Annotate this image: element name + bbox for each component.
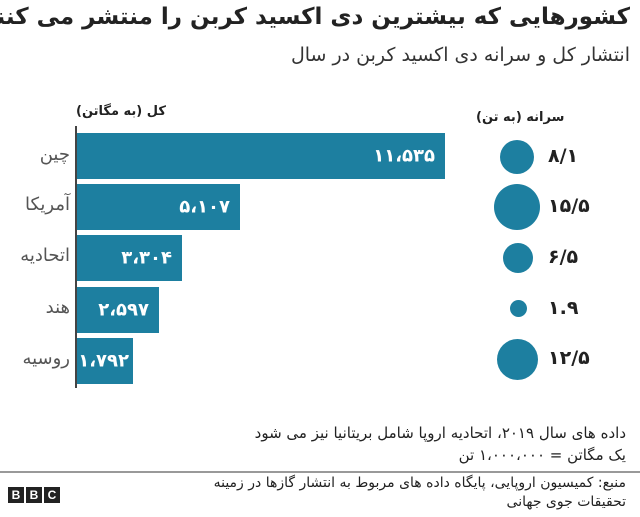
per-capita-circle: [503, 243, 533, 273]
total-bar: ۱۱،۵۳۵: [77, 133, 445, 179]
total-bar: ۱،۷۹۲: [77, 338, 133, 384]
y-axis-line: [75, 126, 77, 388]
bar-value: ۱۱،۵۳۵: [373, 145, 435, 167]
per-capita-circle: [494, 184, 540, 230]
logo-letter: B: [26, 487, 42, 503]
total-bar: ۳،۳۰۴: [77, 235, 182, 281]
footer-divider: [0, 471, 640, 473]
per-capita-circle: [497, 339, 538, 380]
unit-note: یک مگاتن = ۱،۰۰۰،۰۰۰ تن: [458, 446, 626, 464]
bar-value: ۱،۷۹۲: [78, 350, 129, 372]
total-column-header: کل (به مگاتن): [76, 104, 166, 119]
logo-letter: B: [8, 487, 24, 503]
total-bar: ۵،۱۰۷: [77, 184, 240, 230]
country-label: روسیه: [22, 348, 70, 369]
country-label: چین: [39, 144, 70, 165]
per-capita-circle: [500, 140, 534, 174]
source-line-2: تحقیقات جوی جهانی: [506, 494, 626, 510]
chart-title: کشورهایی که بیشترین دی اکسید کربن را منت…: [0, 4, 630, 30]
per-capita-value: ۱.۹: [548, 297, 579, 319]
logo-letter: C: [44, 487, 60, 503]
country-label: هند: [45, 297, 70, 318]
per-capita-value: ۶/۵: [548, 246, 579, 268]
per-capita-column-header: سرانه (به تن): [476, 110, 565, 125]
country-label: اتحادیه: [20, 245, 70, 266]
per-capita-value: ۱۵/۵: [548, 195, 590, 217]
country-label: آمریکا: [24, 194, 70, 215]
data-note: داده های سال ۲۰۱۹، اتحادیه اروپا شامل بر…: [254, 424, 626, 442]
bar-value: ۵،۱۰۷: [179, 196, 230, 218]
per-capita-value: ۸/۱: [548, 145, 579, 167]
bar-value: ۲،۵۹۷: [98, 299, 149, 321]
source-note: منبع: کمیسیون اروپایی، پایگاه داده های م…: [214, 474, 626, 512]
chart-subtitle: انتشار کل و سرانه دی اکسید کربن در سال: [290, 44, 630, 66]
per-capita-circle: [510, 300, 527, 317]
source-line-1: منبع: کمیسیون اروپایی، پایگاه داده های م…: [213, 475, 626, 491]
total-bar: ۲،۵۹۷: [77, 287, 159, 333]
bar-value: ۳،۳۰۴: [121, 247, 172, 269]
bbc-logo: B B C: [8, 487, 60, 503]
per-capita-value: ۱۲/۵: [548, 347, 590, 369]
